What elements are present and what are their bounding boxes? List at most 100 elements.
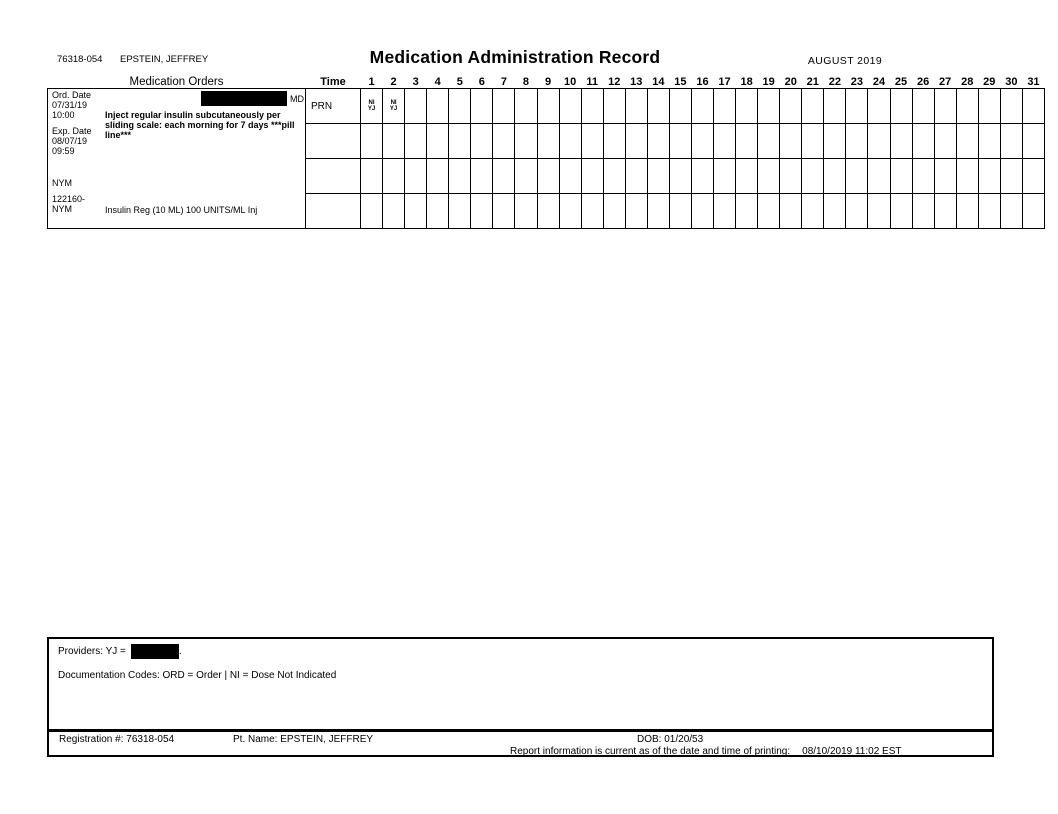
day-cell [558,158,582,194]
day-cell [646,88,670,124]
time-cell: PRN [305,88,361,124]
day-cell [514,123,538,159]
day-cell [955,123,979,159]
day-cell [933,88,957,124]
day-cell [492,193,516,229]
day-cell [911,123,935,159]
day-cell [1021,193,1046,229]
exp-date-label: Exp. Date [52,126,92,136]
time-header: Time [320,76,346,88]
registration-line: Registration #: 76318-054 Pt. Name: EPST… [49,734,992,746]
day-cell [757,193,781,229]
ord-date-label: Ord. Date [52,90,92,100]
prescriber-block: MD [201,91,304,106]
day-cell [668,158,692,194]
day-cell [624,88,648,124]
dob-field: DOB: 01/20/53 [637,734,703,745]
day-cell [404,158,428,194]
day-cell [536,88,560,124]
day-cell [536,158,560,194]
grid-row [48,123,1046,159]
day-header: 12 [608,76,621,88]
day-header: 15 [674,76,687,88]
day-cell [690,193,715,229]
day-header: 6 [478,76,485,88]
day-cell [911,193,935,229]
day-cell [823,88,847,124]
day-cell [1021,123,1046,159]
day-cell [757,123,781,159]
day-cell [845,123,869,159]
dob-label: DOB: [637,734,662,745]
day-cell [492,158,516,194]
day-header: 10 [563,76,577,88]
day-cell [602,158,626,194]
day-cell: NI YJ [382,88,406,124]
day-cell [580,88,604,124]
medication-order-cell: Ord. Date 07/31/19 10:00 MD Exp. Date 08… [47,88,306,229]
day-cell [580,158,604,194]
day-cell [624,193,648,229]
day-cell [933,158,957,194]
day-cell [999,123,1023,159]
time-cell [305,123,361,159]
exp-date-value: 08/07/19 [52,135,88,146]
day-header: 24 [872,76,886,88]
patient-name: EPSTEIN, JEFFREY [120,54,209,65]
day-cell [779,88,803,124]
order-number: 122160- [52,194,86,204]
day-header: 23 [850,76,864,88]
registration-field: Registration #: 76318-054 [59,734,174,745]
day-cell [801,193,825,229]
day-header: 14 [652,76,665,88]
day-cell [933,193,957,229]
patient-label: Pt. Name: [233,734,278,745]
prescriber-credential: MD [290,93,304,104]
day-header: 21 [806,76,819,88]
day-cell [735,123,759,159]
day-header: 18 [740,76,753,88]
day-header: 27 [939,76,952,88]
day-header: 3 [412,76,419,88]
day-header: 13 [630,76,643,88]
day-cell [867,123,891,159]
day-cell [999,158,1023,194]
day-cell [492,123,516,159]
day-cell [977,123,1001,159]
day-cell [867,158,891,194]
day-cell [757,88,781,124]
day-cell [602,193,626,229]
day-cell [712,88,737,124]
day-cell [514,193,538,229]
day-cell [955,88,979,124]
day-header: 17 [718,76,731,88]
providers-label: Providers: YJ = [58,646,126,657]
day-header: 26 [916,76,930,88]
time-cell [305,158,361,194]
day-cell [426,193,450,229]
day-header: 11 [586,76,598,88]
day-header: 2 [390,76,397,88]
patient-field: Pt. Name: EPSTEIN, JEFFREY [233,734,373,745]
print-timestamp: 08/10/2019 11:02 EST [802,746,902,757]
day-cell [470,158,494,194]
day-header: 19 [762,76,775,88]
day-cell [558,123,582,159]
day-cell [911,88,935,124]
day-cell [911,158,935,194]
day-cell [735,158,759,194]
day-cell [845,158,869,194]
administration-entry: NI YJ [389,99,398,113]
day-cell [470,193,494,229]
month-label: AUGUST 2019 [807,55,883,67]
day-cell [580,193,604,229]
grid-header-row: Medication Orders Time 1 2 3 4 5 6 7 8 9 10 11 12 13… [48,73,1045,89]
providers-line: Providers: YJ = . [58,644,182,659]
time-cell [305,193,361,229]
day-cell [448,193,472,229]
day-cell [470,123,494,159]
day-cell [1021,158,1046,194]
day-cell [668,88,692,124]
footer-divider [47,729,994,732]
day-cell [757,158,781,194]
